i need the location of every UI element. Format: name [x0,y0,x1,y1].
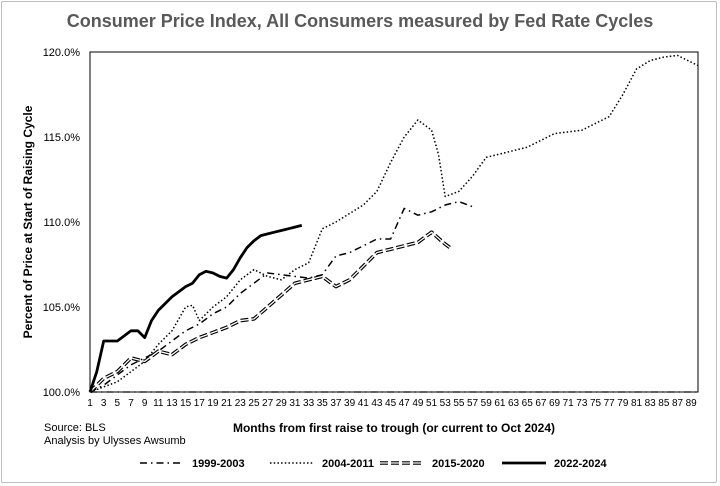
x-tick-label: 73 [576,398,588,409]
x-tick-label: 5 [115,398,121,409]
analysis-note: Analysis by Ulysses Awsumb [44,435,186,447]
x-tick-label: 57 [467,398,479,409]
x-tick-label: 87 [672,398,684,409]
x-tick-label: 75 [590,398,602,409]
legend-label: 2015-2020 [432,458,485,470]
x-tick-label: 43 [371,398,383,409]
series-line-2015-2020 [88,230,454,394]
x-tick-label: 3 [101,398,107,409]
x-tick-label: 47 [399,398,411,409]
y-axis-label: Percent of Price at Start of Raising Cyc… [21,105,35,338]
series-line-2015-2020-inner [89,231,453,393]
series-line-2022-2024 [88,224,303,393]
x-tick-label: 81 [631,398,643,409]
legend-label: 2004-2011 [322,458,374,470]
x-tick-label: 19 [207,398,219,409]
legend-label: 2022-2024 [554,458,607,470]
x-tick-label: 77 [604,398,616,409]
x-tick-label: 65 [522,398,534,409]
x-tick-label: 51 [426,398,438,409]
x-tick-label: 15 [180,398,192,409]
x-tick-label: 31 [289,398,301,409]
y-tick-label: 100.0% [43,387,81,399]
x-tick-label: 55 [453,398,465,409]
x-tick-label: 69 [549,398,561,409]
x-tick-label: 85 [658,398,670,409]
x-tick-label: 27 [262,398,274,409]
x-tick-label: 17 [194,398,206,409]
x-tick-label: 83 [645,398,657,409]
x-tick-label: 7 [128,398,134,409]
x-tick-label: 59 [481,398,493,409]
y-tick-label: 105.0% [43,302,81,314]
x-tick-label: 29 [276,398,288,409]
y-tick-label: 120.0% [43,47,81,59]
y-tick-label: 110.0% [44,217,81,229]
x-tick-label: 53 [440,398,452,409]
y-tick-label: 115.0% [44,132,81,144]
x-tick-label: 71 [563,398,575,409]
x-tick-label: 25 [248,398,260,409]
x-tick-label: 63 [508,398,520,409]
x-tick-label: 67 [535,398,547,409]
x-axis-label: Months from first raise to trough (or cu… [233,421,555,435]
series-line-2004-2011 [89,54,699,393]
x-tick-label: 39 [344,398,356,409]
x-tick-label: 41 [358,398,370,409]
chart-title: Consumer Price Index, All Consumers meas… [66,11,654,31]
x-tick-label: 37 [330,398,342,409]
x-tick-label: 21 [221,398,233,409]
x-tick-label: 89 [686,398,698,409]
x-tick-label: 1 [87,398,93,409]
x-tick-label: 61 [494,398,506,409]
source-note: Source: BLS [44,422,106,434]
plot-area [89,51,699,393]
x-tick-label: 33 [303,398,315,409]
x-tick-label: 45 [385,398,397,409]
x-tick-label: 13 [166,398,178,409]
x-tick-label: 49 [412,398,424,409]
x-tick-label: 23 [235,398,247,409]
legend-label: 1999-2003 [192,458,245,470]
x-tick-label: 35 [317,398,329,409]
x-tick-label: 79 [617,398,629,409]
x-tick-label: 11 [153,398,164,409]
x-tick-label: 9 [142,398,148,409]
